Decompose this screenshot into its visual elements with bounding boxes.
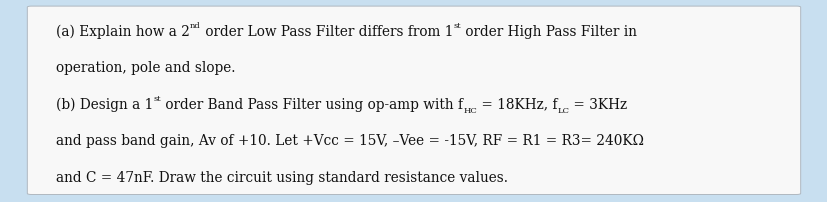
Text: and C = 47nF. Draw the circuit using standard resistance values.: and C = 47nF. Draw the circuit using sta… xyxy=(56,170,508,184)
Text: (a) Explain how a 2: (a) Explain how a 2 xyxy=(56,24,190,38)
Text: order Band Pass Filter using op-amp with f: order Band Pass Filter using op-amp with… xyxy=(161,97,462,111)
Text: st: st xyxy=(153,94,161,102)
Text: nd: nd xyxy=(190,22,201,30)
Text: order Low Pass Filter differs from 1: order Low Pass Filter differs from 1 xyxy=(201,24,452,38)
Text: HC: HC xyxy=(462,106,476,115)
Text: LC: LC xyxy=(557,106,569,115)
Text: st: st xyxy=(452,22,461,30)
Text: (b) Design a 1: (b) Design a 1 xyxy=(56,97,153,111)
Text: order High Pass Filter in: order High Pass Filter in xyxy=(461,24,636,38)
Text: = 3KHz: = 3KHz xyxy=(569,97,627,111)
Text: = 18KHz, f: = 18KHz, f xyxy=(476,97,557,111)
Text: and pass band gain, Av of +10. Let +Vcc = 15V, –Vee = -15V, RF = R1 = R3= 240KΩ: and pass band gain, Av of +10. Let +Vcc … xyxy=(56,134,643,147)
Text: operation, pole and slope.: operation, pole and slope. xyxy=(56,61,236,75)
